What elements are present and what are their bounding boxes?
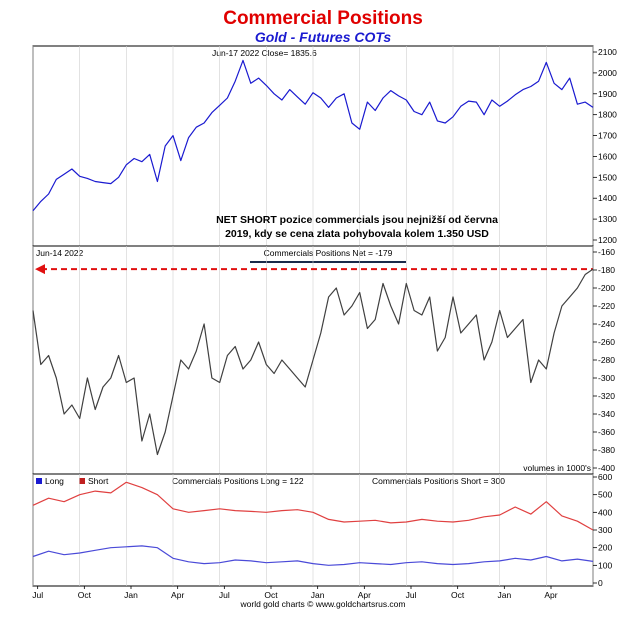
y-tick-label: 1700	[598, 131, 617, 141]
y-tick-label: -320	[598, 391, 615, 401]
annotation-line-1: NET SHORT pozice commercials jsou nejniž…	[216, 214, 498, 226]
y-tick-label: -340	[598, 409, 615, 419]
x-tick-label: Jan	[497, 590, 511, 600]
y-tick-label: 400	[598, 507, 612, 517]
chart-title: Commercial Positions	[223, 8, 423, 29]
x-tick-label: Jul	[219, 590, 230, 600]
x-tick-label: Apr	[171, 590, 184, 600]
y-tick-label: 300	[598, 525, 612, 535]
y-tick-label: 1600	[598, 151, 617, 161]
y-tick-label: 0	[598, 578, 603, 588]
price-header: Jun-17 2022 Close= 1835.6	[212, 48, 317, 58]
footer-credit: world gold charts © www.goldchartsrus.co…	[240, 599, 406, 609]
series-line-long	[32, 545, 594, 566]
y-tick-label: -380	[598, 445, 615, 455]
y-tick-label: 1500	[598, 172, 617, 182]
short-legend-swatch	[79, 478, 85, 484]
y-tick-label: 2100	[598, 47, 617, 57]
x-tick-label: Oct	[78, 590, 92, 600]
x-tick-label: Jan	[124, 590, 138, 600]
short-positions-text: Commercials Positions Short = 300	[372, 476, 505, 486]
y-tick-label: 1300	[598, 214, 617, 224]
net-header: Jun-14 2022	[36, 248, 84, 258]
series-line-commercials-positions-net	[32, 268, 594, 456]
y-tick-label: 200	[598, 543, 612, 553]
y-tick-label: 500	[598, 490, 612, 500]
y-tick-label: 100	[598, 560, 612, 570]
chart-subtitle: Gold - Futures COTs	[255, 29, 392, 45]
y-tick-label: 1800	[598, 110, 617, 120]
x-tick-label: Jan	[311, 590, 325, 600]
y-tick-label: 2000	[598, 68, 617, 78]
y-tick-label: -300	[598, 373, 615, 383]
net-panel: Jun-14 2022 Commercials Positions Net = …	[32, 245, 615, 475]
y-tick-label: 600	[598, 472, 612, 482]
x-tick-label: Apr	[544, 590, 557, 600]
y-tick-label: -180	[598, 265, 615, 275]
y-tick-label: -360	[598, 427, 615, 437]
y-tick-label: -280	[598, 355, 615, 365]
x-tick-label: Jul	[406, 590, 417, 600]
reference-arrowhead	[35, 264, 45, 275]
x-tick-label: Oct	[264, 590, 278, 600]
short-legend-label: Short	[88, 476, 109, 486]
y-tick-label: 1200	[598, 235, 617, 245]
long-short-panel: Long Short Commercials Positions Long = …	[32, 472, 612, 600]
price-panel: Jun-17 2022 Close= 1835.6 1200 1300 1400 15…	[32, 45, 617, 247]
y-tick-label: -400	[598, 463, 615, 473]
y-tick-label: 1900	[598, 89, 617, 99]
x-tick-label: Apr	[358, 590, 371, 600]
y-tick-label: -160	[598, 247, 615, 257]
y-tick-label: -200	[598, 283, 615, 293]
y-tick-label: -260	[598, 337, 615, 347]
y-tick-label: 1400	[598, 193, 617, 203]
y-tick-label: -240	[598, 319, 615, 329]
long-positions-text: Commercials Positions Long = 122	[172, 476, 304, 486]
net-legend-label: Commercials Positions Net = -179	[264, 248, 393, 258]
series-line-gold-price	[32, 59, 594, 212]
x-tick-label: Jul	[32, 590, 43, 600]
long-legend-label: Long	[45, 476, 64, 486]
x-tick-label: Oct	[451, 590, 465, 600]
long-legend-swatch	[36, 478, 42, 484]
series-line-short	[32, 481, 594, 531]
y-tick-label: -220	[598, 301, 615, 311]
annotation-line-2: 2019, kdy se cena zlata pohybovala kolem…	[225, 228, 489, 240]
volumes-note: volumes in 1000's	[523, 463, 591, 473]
